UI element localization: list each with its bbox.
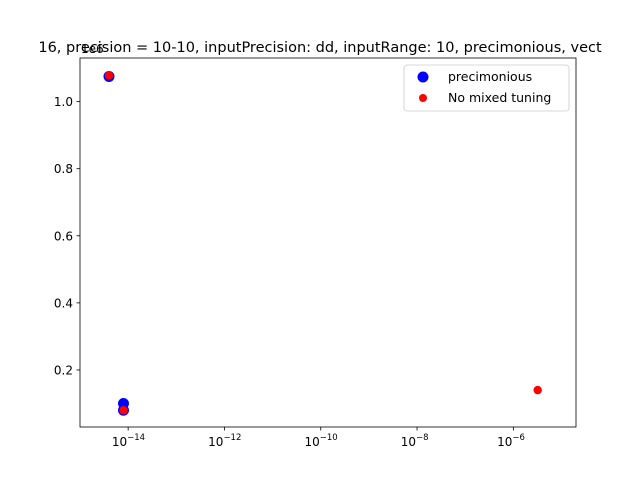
legend-box [403,64,570,112]
x-tick-label-exponent: −14 [127,433,145,443]
x-axis: 10 −14 10 −12 10 −10 10 −8 10 −6 [112,427,525,449]
y-tick-label: 0.4 [54,296,73,310]
x-tick-label: 10 −8 [401,433,429,449]
point-no-mixed-tuning [533,385,542,395]
y-tick-label: 0.8 [54,162,73,176]
legend-marker-no-mixed-tuning [419,94,427,102]
x-tick-label: 10 −12 [208,433,241,449]
x-tick-label-base: 10 [304,435,319,449]
x-tick-label-base: 10 [208,435,223,449]
y-axis: 0.2 0.4 0.6 0.8 1.0 [54,95,80,377]
plot-area-frame [79,57,577,428]
legend: precimonious No mixed tuning [403,64,570,112]
x-tick-label-exponent: −12 [223,433,241,443]
y-axis-offset-label: 1e6 [81,42,104,56]
x-tick-label: 10 −6 [497,433,525,449]
x-tick-label-base: 10 [497,435,512,449]
data-points [103,70,542,416]
legend-label-no-mixed-tuning: No mixed tuning [448,90,551,105]
point-no-mixed-tuning [104,71,114,80]
legend-label-precimonious: precimonious [448,69,532,84]
x-tick-label: 10 −14 [112,433,145,449]
x-tick-label-exponent: −6 [512,433,525,443]
y-tick-label: 0.6 [54,229,73,243]
y-tick-label: 0.2 [54,363,73,377]
x-tick-label-base: 10 [112,435,127,449]
chart-title: 16, precision = 10-10, inputPrecision: d… [38,40,602,56]
x-tick-label-base: 10 [401,435,416,449]
x-tick-label: 10 −10 [304,433,337,449]
x-tick-label-exponent: −10 [320,433,338,443]
x-tick-label-exponent: −8 [416,433,429,443]
y-tick-label: 1.0 [54,95,73,109]
legend-marker-precimonious [417,71,429,83]
point-no-mixed-tuning [119,406,128,415]
